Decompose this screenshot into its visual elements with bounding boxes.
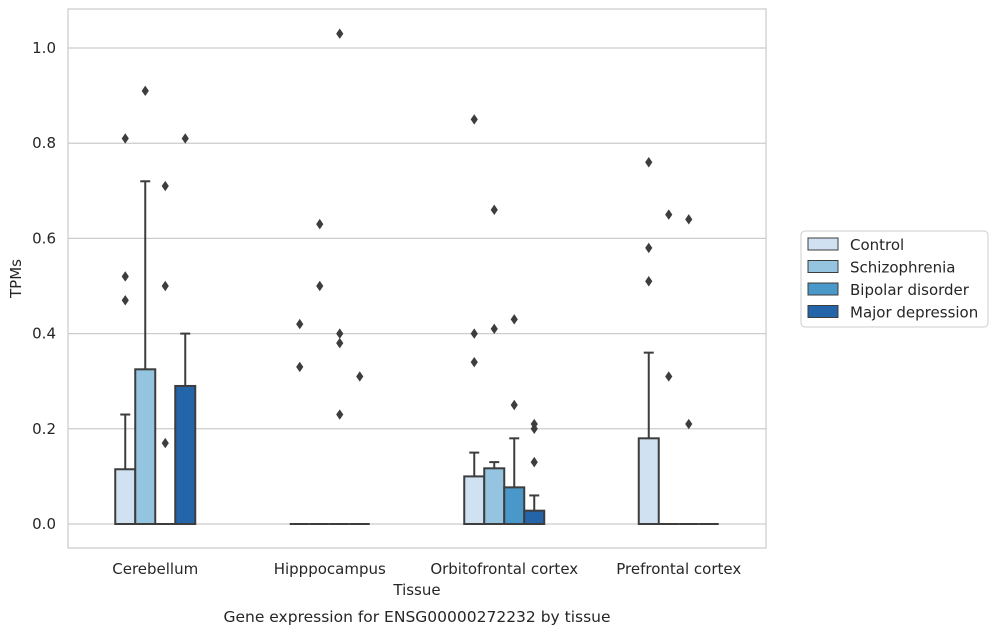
y-tick-label: 0.2 [32,420,56,438]
box-group [658,209,679,525]
box [174,384,197,525]
box-group [155,180,176,525]
box [134,368,157,525]
box [523,509,546,525]
y-tick-label: 0.8 [32,134,56,152]
legend-swatch [807,260,839,273]
box-group [174,133,197,525]
chart-title: Gene expression for ENSG00000272232 by t… [223,608,610,626]
outlier-point [181,133,189,144]
y-axis-ticks: 0.0 0.2 0.4 0.6 0.8 1.0 [32,39,56,533]
box-group [309,218,330,525]
outlier-point [336,328,344,339]
x-axis-label: Tissue [392,581,440,599]
outlier-point [665,371,673,382]
box-group [349,371,370,525]
outlier-point [316,218,324,230]
outlier-point [141,85,149,97]
outlier-point [296,318,304,330]
x-tick-label: Prefrontal cortex [616,560,741,578]
outlier-point [356,371,364,382]
legend-swatch [807,282,839,296]
outlier-point [121,271,129,282]
legend-swatch [807,305,839,318]
outlier-point [161,280,169,292]
outlier-point [530,418,538,430]
outlier-point [296,361,304,373]
outlier-point [121,295,129,306]
x-tick-label: Hipppocampus [274,560,386,578]
outlier-point [510,399,518,411]
box [637,437,660,526]
legend-label: Major depression [850,304,978,322]
box-group [678,214,699,525]
outlier-point [316,280,324,292]
grid-lines [68,47,766,525]
legend-label: Schizophrenia [850,259,955,277]
box-group [523,418,546,525]
outlier-point [685,214,693,225]
box-group [637,157,660,526]
outlier-point [470,356,478,368]
y-tick-label: 1.0 [32,39,56,57]
box [463,475,486,525]
outlier-point [490,204,498,216]
outlier-point [645,242,653,254]
x-axis-ticks: Cerebellum Hipppocampus Orbitofrontal cort… [112,560,741,578]
box-group [483,204,506,526]
y-axis-label: TPMs [7,259,25,299]
outlier-point [645,276,653,287]
outlier-point [530,456,538,468]
plot-marks [114,28,719,526]
outlier-point [665,209,673,220]
outlier-point [470,114,478,125]
box-group [114,133,137,526]
box [503,486,526,525]
box [483,467,506,526]
box-group [289,318,310,525]
outlier-point [685,418,693,430]
outlier-point [470,328,478,339]
y-tick-label: 0.0 [32,515,56,533]
outlier-point [510,314,518,325]
outlier-point [161,180,169,192]
x-tick-label: Cerebellum [112,560,198,578]
y-tick-label: 0.6 [32,229,56,247]
outlier-point [645,157,653,168]
legend-swatch [807,237,839,251]
legend: Control Schizophrenia Bipolar disorder Majo… [800,230,989,328]
outlier-point [336,28,344,39]
box-group [134,85,157,525]
outlier-point [336,337,344,349]
x-tick-label: Orbitofrontal cortex [430,560,578,578]
box-group [329,28,350,525]
outlier-point [121,133,129,144]
outlier-point [336,409,344,420]
box-group [463,114,486,525]
box [114,468,137,526]
outlier-point [161,437,169,449]
legend-label: Control [850,236,904,254]
box-group [503,314,526,525]
outlier-point [490,323,498,335]
legend-label: Bipolar disorder [850,281,970,299]
plot-frame [67,8,767,549]
legend-frame [800,230,989,328]
y-tick-label: 0.4 [32,325,56,343]
